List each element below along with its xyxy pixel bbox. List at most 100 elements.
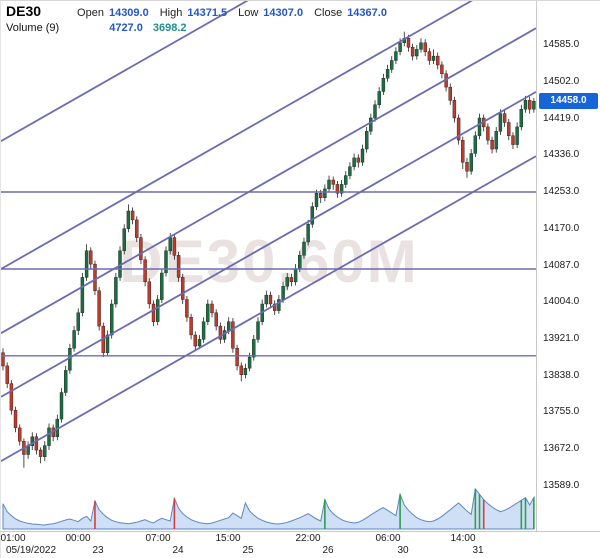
candle-body — [440, 64, 444, 75]
symbol-name: DE30 — [6, 3, 42, 19]
ohlc-row: DE30 Open 14309.0 High 14371.5 Low 14307… — [6, 3, 398, 19]
candle-body — [97, 290, 101, 327]
candle-body — [151, 303, 156, 322]
price-axis-label: 14419.0 — [543, 112, 580, 124]
candle-body — [147, 281, 152, 305]
price-axis-label: 14087.0 — [543, 259, 580, 271]
candle-body — [76, 312, 80, 331]
candle-body — [30, 436, 34, 446]
candle-body — [298, 255, 302, 269]
volume-value: 4727.0 — [109, 22, 143, 34]
open-label: Open — [77, 7, 104, 19]
price-axis-label: 13672.0 — [543, 443, 580, 455]
candle-body — [419, 42, 423, 50]
candle-body — [277, 299, 281, 311]
candle-body — [226, 321, 231, 331]
open-value: 14309.0 — [108, 7, 149, 19]
ohlc-readout: DE30 Open 14309.0 High 14371.5 Low 14307… — [6, 3, 398, 34]
candle-body — [80, 277, 85, 313]
candle-body — [415, 49, 419, 57]
date-label: 30 — [397, 545, 409, 556]
low-label: Low — [238, 7, 259, 19]
candle-body — [185, 299, 189, 318]
date-label: 23 — [92, 545, 104, 556]
candle-body — [197, 339, 202, 347]
candlestick-chart[interactable] — [1, 1, 536, 530]
candle-body — [139, 237, 143, 260]
price-axis[interactable]: 14458.0 14585.0 14502.0 14419.0 14336.0 1425… — [537, 1, 600, 531]
candle-body — [89, 250, 93, 265]
candle-body — [168, 237, 172, 252]
candle-body — [502, 113, 507, 123]
low-value: 14307.0 — [263, 7, 304, 19]
candle-body — [515, 126, 519, 145]
candle-body — [532, 100, 536, 110]
candle-body — [398, 42, 402, 52]
price-axis-separator — [536, 1, 537, 531]
candle-body — [293, 268, 298, 283]
candle-body — [369, 117, 373, 132]
candle-body — [164, 250, 168, 274]
candle-body — [201, 321, 206, 340]
candle-body — [34, 436, 39, 451]
candle-body — [252, 339, 256, 358]
candle-body — [385, 69, 390, 79]
price-axis-label: 13921.0 — [543, 332, 580, 344]
time-label: 07:00 — [145, 533, 171, 544]
date-label: 25 — [242, 545, 254, 556]
current-price-badge: 14458.0 — [539, 93, 598, 110]
candle-body — [523, 100, 528, 110]
channel-line — [1, 1, 473, 270]
candle-body — [456, 117, 461, 141]
candle-body — [427, 51, 432, 61]
candle-body — [390, 60, 394, 70]
channel-line — [1, 155, 536, 462]
time-label: 14:00 — [450, 533, 476, 544]
price-axis-label: 14253.0 — [543, 186, 580, 197]
candle-body — [172, 237, 177, 256]
candle-body — [469, 153, 473, 172]
price-axis-label: 13838.0 — [543, 369, 580, 381]
price-axis-label: 14336.0 — [543, 149, 580, 161]
candle-body — [406, 38, 411, 48]
volume-ma-value: 3698.2 — [152, 22, 187, 34]
candle-body — [256, 321, 260, 340]
candle-body — [314, 193, 319, 207]
candle-body — [477, 117, 482, 136]
candle-body — [273, 303, 277, 311]
candle-body — [64, 370, 68, 393]
candle-body — [130, 210, 135, 221]
candle-body — [93, 263, 97, 291]
candle-body — [448, 86, 452, 101]
candle-body — [461, 139, 465, 163]
candle-body — [143, 259, 147, 283]
candle-body — [9, 383, 14, 411]
candle-body — [511, 135, 515, 145]
overlay-lines — [1, 1, 536, 462]
candle-body — [465, 162, 469, 172]
candle-body — [381, 77, 386, 92]
candle-body — [498, 113, 503, 132]
candle-body — [394, 51, 398, 61]
date-label: 26 — [322, 545, 334, 556]
candle-body — [239, 365, 244, 375]
time-axis-separator — [1, 531, 600, 532]
price-axis-label: 13589.0 — [543, 479, 580, 491]
close-label: Close — [314, 7, 343, 19]
volume-indicator-values: 4727.0 3698.2 — [99, 22, 186, 34]
time-label: 06:00 — [375, 533, 401, 544]
high-value: 14371.5 — [187, 7, 228, 19]
indicator-row: Volume (9) 4727.0 3698.2 — [6, 22, 398, 34]
date-label: 31 — [472, 545, 484, 556]
candle-body — [180, 277, 185, 300]
candle-body — [494, 131, 498, 150]
candle-body — [193, 334, 198, 347]
channel-line — [1, 91, 536, 398]
close-value: 14367.0 — [347, 7, 387, 19]
time-axis[interactable]: 01:00 00:00 07:00 15:00 22:00 06:00 14:00 05/19… — [1, 532, 600, 558]
candle-body — [348, 166, 352, 176]
candle-body — [519, 108, 523, 128]
candle-body — [122, 228, 126, 251]
candle-body — [473, 135, 477, 154]
candle-body — [327, 179, 331, 190]
